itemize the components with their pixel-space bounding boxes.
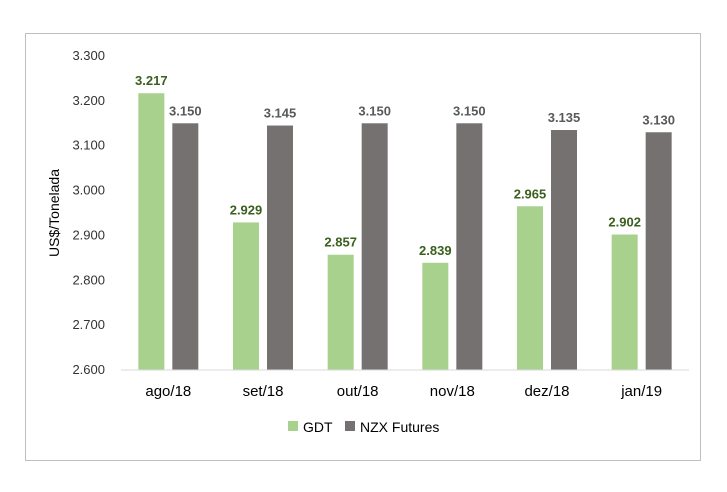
nzx-bar xyxy=(361,123,388,371)
legend-label-gdt: GDT xyxy=(303,419,333,435)
nzx-bar xyxy=(172,123,199,371)
y-tick-label: 3.000 xyxy=(72,183,105,198)
gdt-bar xyxy=(138,93,165,370)
gdt-data-label: 2.965 xyxy=(514,186,547,201)
gdt-bar xyxy=(327,254,354,370)
legend-label-nzx: NZX Futures xyxy=(360,419,439,435)
nzx-data-label: 3.145 xyxy=(264,106,297,121)
y-tick-label: 3.100 xyxy=(72,138,105,153)
gdt-bar xyxy=(517,206,543,370)
x-tick-label: jan/19 xyxy=(620,383,662,400)
gdt-data-label: 2.839 xyxy=(419,243,452,258)
gdt-data-label: 2.929 xyxy=(230,202,263,217)
y-axis-title: US$/Tonelada xyxy=(46,169,62,257)
nzx-bar xyxy=(267,125,293,371)
y-tick-label: 2.900 xyxy=(72,227,105,242)
x-tick-label: ago/18 xyxy=(145,383,191,400)
chart-frame: 2.600 2.700 2.800 2.900 3.000 3.100 3.200 3.300… xyxy=(25,33,701,461)
y-tick-label: 2.700 xyxy=(72,317,105,332)
nzx-bar xyxy=(456,123,483,371)
gdt-bar xyxy=(233,222,259,370)
y-tick-label: 3.300 xyxy=(72,48,105,63)
y-tick-label: 2.600 xyxy=(72,362,105,377)
gdt-data-label: 3.217 xyxy=(135,73,168,88)
legend-swatch-nzx xyxy=(345,421,355,431)
legend-swatch-gdt xyxy=(288,421,298,431)
nzx-bar xyxy=(645,132,672,370)
nzx-data-label: 3.150 xyxy=(358,103,391,118)
y-tick-label: 2.800 xyxy=(72,272,105,287)
x-tick-label: nov/18 xyxy=(430,383,475,400)
nzx-data-label: 3.150 xyxy=(169,103,202,118)
x-tick-label: dez/18 xyxy=(524,383,569,400)
bar-chart: 2.600 2.700 2.800 2.900 3.000 3.100 3.200 3.300… xyxy=(46,48,689,435)
nzx-bar xyxy=(551,130,577,370)
y-tick-label: 3.200 xyxy=(72,93,105,108)
nzx-data-label: 3.150 xyxy=(453,103,486,118)
gdt-data-label: 2.902 xyxy=(608,215,641,230)
gdt-bar xyxy=(422,262,449,370)
gdt-data-label: 2.857 xyxy=(324,235,357,250)
gdt-bar xyxy=(611,234,638,370)
x-tick-label: out/18 xyxy=(337,383,379,400)
nzx-data-label: 3.135 xyxy=(548,110,581,125)
x-tick-label: set/18 xyxy=(243,383,284,400)
nzx-data-label: 3.130 xyxy=(642,112,675,127)
